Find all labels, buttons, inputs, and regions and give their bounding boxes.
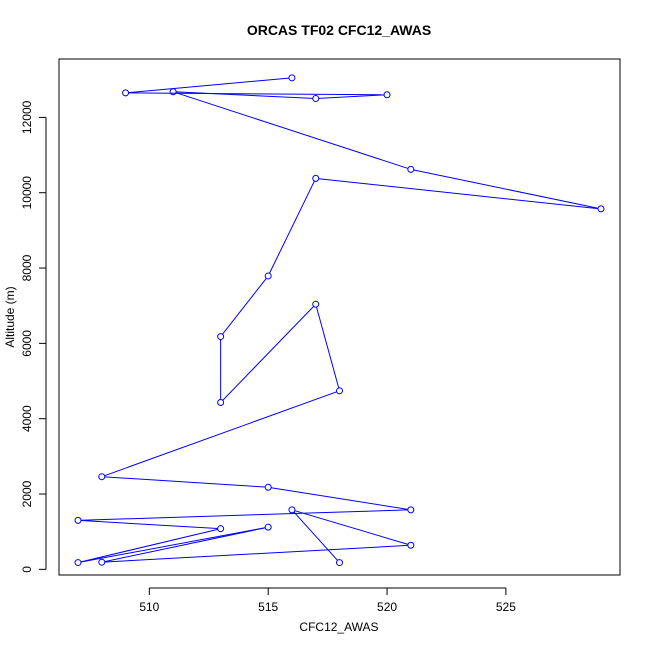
series-line-segment — [294, 510, 409, 545]
x-tick-label: 520 — [377, 600, 397, 614]
y-tick-label: 0 — [20, 566, 34, 573]
data-point — [336, 387, 343, 395]
series-line-segment — [271, 487, 408, 510]
series-line-segment — [176, 91, 313, 99]
series-line-segment — [80, 509, 408, 521]
x-axis-label: CFC12_AWAS — [299, 620, 378, 634]
series-line-segment — [316, 306, 340, 389]
data-point — [383, 91, 391, 99]
x-tick-label: 515 — [258, 600, 278, 614]
series-line-segment — [222, 277, 267, 335]
data-point — [407, 541, 415, 549]
data-point — [217, 398, 225, 406]
y-tick-label: 10000 — [20, 176, 34, 210]
data-point — [122, 89, 130, 97]
data-point — [264, 272, 272, 280]
data-point — [288, 506, 296, 514]
y-tick-label: 2000 — [20, 480, 34, 507]
y-tick-label: 12000 — [20, 100, 34, 134]
plot-frame — [58, 58, 621, 576]
data-point — [98, 558, 106, 566]
series-line-segment — [104, 527, 266, 563]
y-axis-label: Altitude (m) — [3, 286, 17, 347]
series-line-segment — [318, 178, 599, 210]
data-point — [74, 559, 82, 567]
data-point — [169, 88, 177, 96]
data-point — [407, 165, 415, 173]
data-point — [312, 174, 320, 182]
data-point — [98, 473, 106, 481]
y-tick-label: 6000 — [20, 330, 34, 357]
series-line-segment — [80, 527, 266, 563]
series-line-segment — [128, 77, 290, 94]
data-series — [74, 74, 605, 567]
data-point — [217, 525, 225, 533]
series-line-segment — [104, 476, 266, 488]
data-point — [407, 506, 415, 514]
data-point — [597, 205, 605, 213]
y-axis: 0 2000 4000 6000 8000 10000 12000 — [20, 100, 47, 573]
series-line-segment — [222, 306, 315, 401]
y-tick-label: 4000 — [20, 405, 34, 432]
data-point — [312, 95, 320, 103]
x-axis: 510 515 520 525 — [139, 587, 516, 614]
series-line-segment — [80, 528, 218, 563]
series-line-segment — [293, 511, 338, 561]
series-line-segment — [175, 92, 409, 169]
data-point — [217, 333, 225, 341]
data-point — [336, 559, 343, 567]
series-line-segment — [104, 391, 337, 477]
series-line-segment — [128, 92, 385, 96]
data-point — [288, 74, 296, 82]
data-point — [264, 523, 272, 531]
x-tick-label: 510 — [139, 600, 159, 614]
y-tick-label: 8000 — [20, 254, 34, 281]
series-line-segment — [104, 544, 408, 563]
data-point — [74, 516, 82, 524]
chart-title: ORCAS TF02 CFC12_AWAS — [247, 22, 431, 38]
data-point — [264, 483, 272, 491]
x-tick-label: 525 — [496, 600, 516, 614]
series-line-segment — [318, 94, 385, 99]
series-line-segment — [269, 180, 315, 274]
series-line-segment — [413, 169, 599, 209]
series-line-segment — [80, 520, 218, 529]
data-point — [312, 300, 320, 308]
